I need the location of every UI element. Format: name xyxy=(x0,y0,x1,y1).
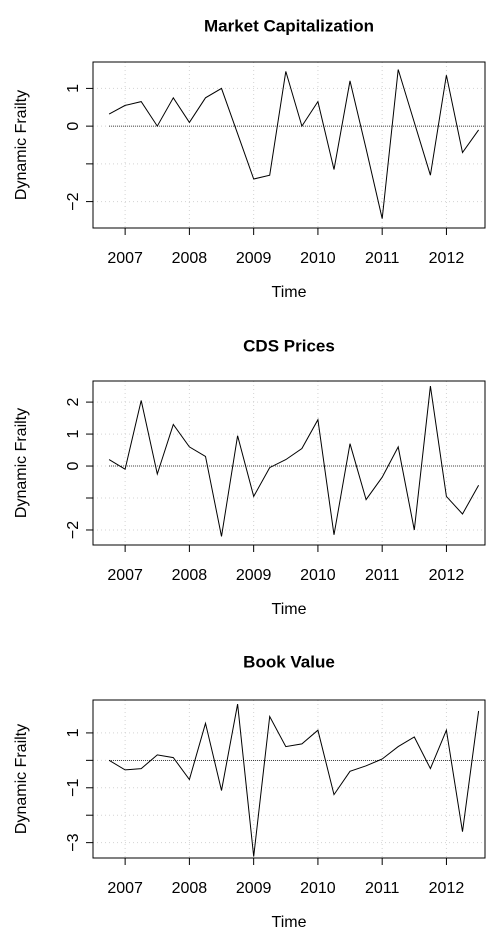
y-tick-label: −2 xyxy=(65,521,82,539)
chart-title: Market Capitalization xyxy=(204,16,374,35)
x-tick-label: 2010 xyxy=(300,567,336,584)
y-tick-label: 1 xyxy=(65,84,82,93)
y-tick-label: 2 xyxy=(65,398,82,407)
x-tick-label: 2009 xyxy=(236,880,272,897)
x-tick-label: 2008 xyxy=(172,567,208,584)
x-tick-label: 2007 xyxy=(107,880,143,897)
y-tick-label: −1 xyxy=(65,779,82,797)
x-tick-label: 2008 xyxy=(172,880,208,897)
x-axis-label: Time xyxy=(272,601,307,618)
plot-frame xyxy=(92,61,486,229)
y-tick-label: 1 xyxy=(65,430,82,439)
x-tick-label: 2012 xyxy=(429,880,465,897)
plot-frame xyxy=(92,699,486,859)
y-axis-label: Dynamic Frailty xyxy=(13,90,30,200)
y-tick-label: −3 xyxy=(65,833,82,851)
y-tick-label: 0 xyxy=(65,122,82,131)
x-tick-label: 2010 xyxy=(300,880,336,897)
plot-frame xyxy=(92,380,486,546)
x-tick-label: 2010 xyxy=(300,250,336,267)
y-axis-label: Dynamic Frailty xyxy=(13,408,30,518)
x-axis-label: Time xyxy=(272,284,307,301)
x-tick-label: 2008 xyxy=(172,250,208,267)
x-axis-label: Time xyxy=(272,914,307,931)
data-line xyxy=(108,69,480,219)
x-tick-label: 2009 xyxy=(236,250,272,267)
chart-title: CDS Prices xyxy=(243,336,335,355)
x-tick-label: 2011 xyxy=(365,250,400,267)
x-tick-label: 2011 xyxy=(365,880,400,897)
data-line xyxy=(108,704,480,857)
x-tick-label: 2011 xyxy=(365,567,400,584)
x-tick-label: 2007 xyxy=(107,567,143,584)
y-axis-label: Dynamic Frailty xyxy=(13,724,30,834)
x-tick-label: 2012 xyxy=(429,567,465,584)
x-tick-label: 2012 xyxy=(429,250,465,267)
data-line xyxy=(108,386,480,537)
x-tick-label: 2009 xyxy=(236,567,272,584)
chart-title: Book Value xyxy=(243,652,335,671)
y-tick-label: 1 xyxy=(65,728,82,737)
y-tick-label: 0 xyxy=(65,461,82,470)
x-tick-label: 2007 xyxy=(107,250,143,267)
y-tick-label: −2 xyxy=(65,192,82,210)
